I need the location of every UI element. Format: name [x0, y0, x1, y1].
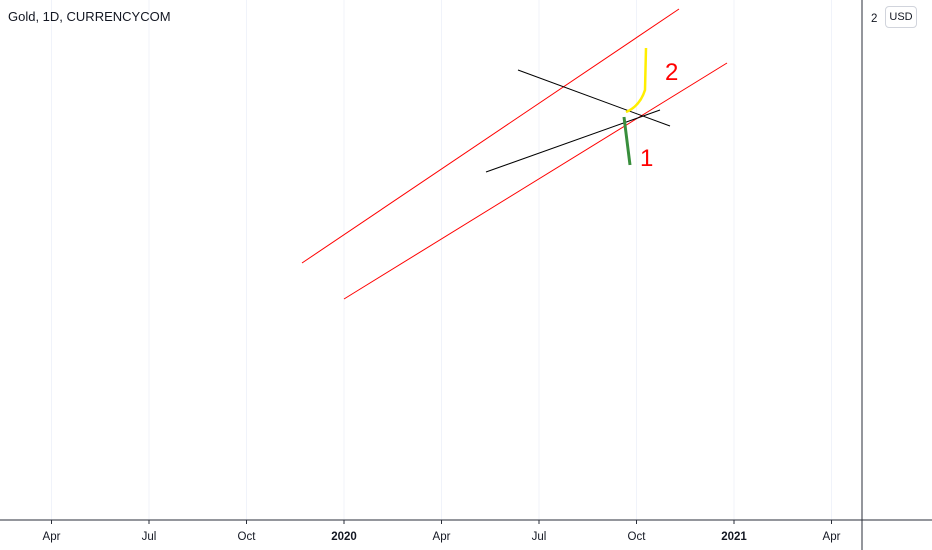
scenario-down-line: [622, 116, 632, 166]
annotation-label-1: 1: [640, 145, 653, 172]
x-tick-label: Jul: [532, 531, 547, 543]
x-tick-label: 2021: [721, 531, 747, 543]
channel-lower-line: [343, 62, 728, 300]
x-tick-label: Oct: [628, 531, 647, 543]
annotation-label-2: 2: [665, 59, 678, 86]
price-axis[interactable]: 1025.001085.001165.001245.001320.001400.…: [861, 0, 932, 550]
channel-upper-line: [301, 8, 680, 264]
drawings: 21: [301, 8, 728, 300]
x-tick-label: Jul: [142, 531, 157, 543]
x-tick-label: 2020: [331, 531, 357, 543]
x-tick-label: Oct: [238, 531, 257, 543]
triangle-lower-line: [485, 109, 661, 173]
y-tick-label-partial: 2: [871, 13, 877, 25]
triangle-upper-line: [517, 69, 671, 127]
x-tick-label: Apr: [43, 531, 61, 543]
x-tick-label: Apr: [823, 531, 841, 543]
grid: [51, 0, 832, 520]
chart-title: Gold, 1D, CURRENCYCOM: [8, 9, 171, 24]
time-axis[interactable]: Apr Jul Oct 2020 Apr Jul Oct 2021 Apr: [0, 519, 932, 543]
x-tick-label: Apr: [433, 531, 451, 543]
price-axis-bg: [862, 0, 932, 550]
scenario-up-curve: [625, 47, 648, 114]
currency-button[interactable]: USD: [885, 6, 917, 28]
